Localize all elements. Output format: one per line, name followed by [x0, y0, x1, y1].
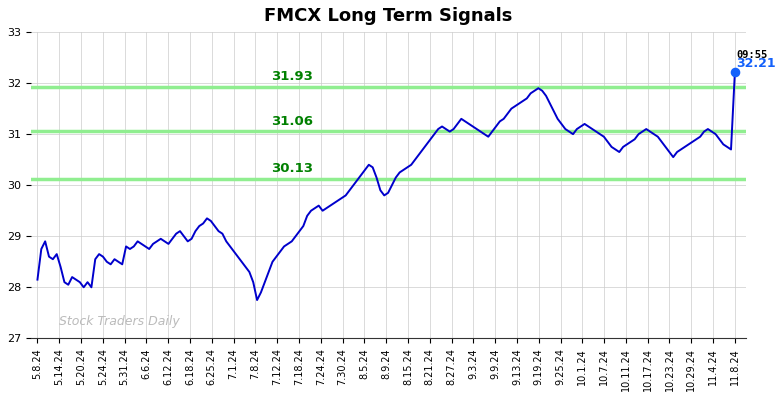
- Point: [728, 69, 741, 76]
- Text: Stock Traders Daily: Stock Traders Daily: [60, 315, 180, 328]
- Title: FMCX Long Term Signals: FMCX Long Term Signals: [264, 7, 513, 25]
- Text: 30.13: 30.13: [271, 162, 313, 175]
- Text: 31.93: 31.93: [271, 70, 313, 83]
- Text: 09:55: 09:55: [736, 50, 768, 60]
- Text: 32.21: 32.21: [736, 57, 775, 70]
- Text: 31.06: 31.06: [271, 115, 313, 127]
